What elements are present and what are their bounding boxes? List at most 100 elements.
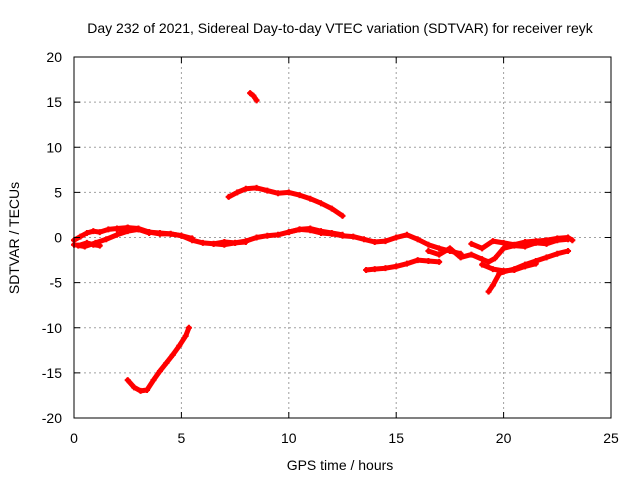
data-point (253, 234, 260, 241)
data-point (543, 237, 550, 244)
data-point (393, 263, 400, 270)
data-point (296, 192, 303, 199)
data-point (75, 242, 82, 249)
data-point (479, 245, 486, 252)
data-point (565, 234, 572, 241)
data-point (103, 236, 110, 243)
data-point (468, 251, 475, 258)
data-point (489, 266, 496, 273)
data-point (96, 229, 103, 236)
data-point (485, 288, 492, 295)
data-point (242, 185, 249, 192)
data-point (124, 224, 131, 231)
data-point (318, 200, 325, 207)
data-point (489, 282, 496, 289)
y-tick-label: -5 (50, 275, 63, 291)
data-point (565, 248, 572, 255)
data-point (124, 377, 131, 384)
data-point (371, 266, 378, 273)
data-point (113, 231, 120, 238)
data-point (156, 368, 163, 375)
data-point (569, 237, 576, 244)
data-point (150, 377, 157, 384)
data-point (485, 258, 492, 265)
data-point (425, 257, 432, 264)
data-point (414, 257, 421, 264)
data-point (210, 240, 217, 247)
data-point (83, 229, 90, 236)
data-point (178, 232, 185, 239)
data-point (275, 190, 282, 197)
data-point (96, 242, 103, 249)
data-point (90, 241, 97, 248)
data-point (436, 258, 443, 265)
data-point (403, 231, 410, 238)
data-point (468, 240, 475, 247)
data-point (225, 193, 232, 200)
y-tick-label: -15 (42, 365, 62, 381)
x-tick-label: 25 (603, 430, 619, 446)
data-point (532, 238, 539, 245)
data-point (83, 239, 90, 246)
data-point (393, 234, 400, 241)
data-point (350, 233, 357, 240)
data-point (137, 387, 144, 394)
data-point (264, 187, 271, 194)
y-tick-label: -20 (42, 410, 62, 426)
y-tick-label: 10 (46, 139, 62, 155)
data-point (339, 231, 346, 238)
data-point (90, 228, 97, 235)
data-point (189, 235, 196, 242)
data-point (135, 225, 142, 232)
data-point (307, 225, 314, 232)
data-point (146, 229, 153, 236)
data-point (554, 235, 561, 242)
data-point (234, 189, 241, 196)
x-tick-label: 10 (281, 430, 297, 446)
data-point (446, 245, 453, 252)
y-tick-label: 0 (54, 230, 62, 246)
data-point (436, 251, 443, 258)
data-point (264, 232, 271, 239)
data-point (511, 266, 518, 273)
axis-ticks: 0 5 10 15 20 25 -20 -15 -10 -5 0 5 10 15 20 (42, 49, 619, 446)
data-point (425, 248, 432, 255)
series-arc-9 (125, 325, 192, 394)
data-point (169, 351, 176, 358)
x-tick-label: 5 (178, 430, 186, 446)
data-point (328, 205, 335, 212)
chart-title: Day 232 of 2021, Sidereal Day-to-day VTE… (87, 20, 593, 36)
data-point (382, 238, 389, 245)
data-point (479, 261, 486, 268)
data-point (425, 241, 432, 248)
data-point (182, 332, 189, 339)
data-point (500, 267, 507, 274)
data-point (500, 245, 507, 252)
data-point (457, 254, 464, 261)
data-point (113, 226, 120, 233)
data-point (285, 189, 292, 196)
data-point (318, 228, 325, 235)
series-arc-3 (75, 240, 103, 249)
y-tick-label: 5 (54, 184, 62, 200)
data-point (328, 229, 335, 236)
data-point (403, 260, 410, 267)
data-point (156, 230, 163, 237)
data-point (247, 90, 254, 97)
data-point (371, 239, 378, 246)
data-point (105, 226, 112, 233)
y-tick-label: 20 (46, 49, 62, 65)
data-point (199, 239, 206, 246)
data-series (71, 90, 576, 394)
data-point (253, 97, 260, 104)
data-point (414, 236, 421, 243)
data-point (285, 229, 292, 236)
data-point (221, 239, 228, 246)
data-point (250, 92, 257, 99)
data-point (307, 195, 314, 202)
data-point (360, 236, 367, 243)
data-point (185, 324, 192, 331)
data-point (554, 250, 561, 257)
data-point (77, 233, 84, 240)
